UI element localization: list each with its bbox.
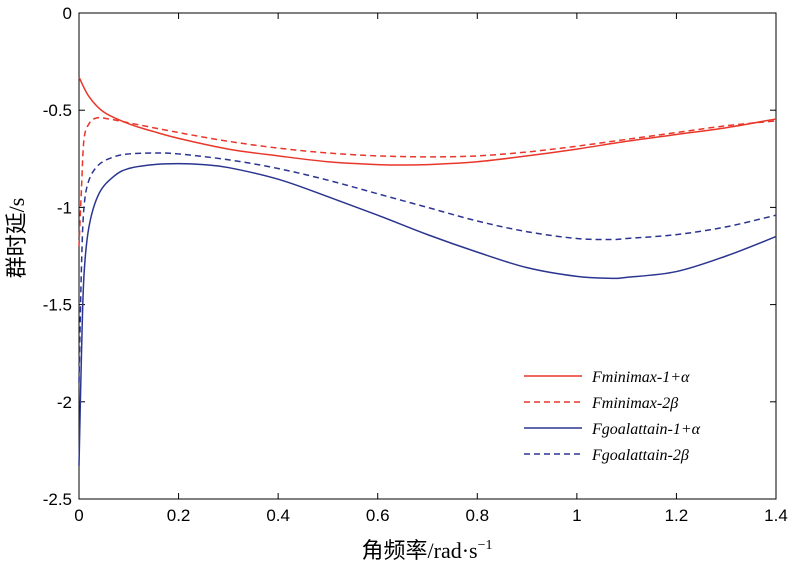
y-axis: 0 -0.5 -1 -1.5 -2 -2.5 xyxy=(43,4,776,509)
series-line-4 xyxy=(78,152,777,383)
series-line-1 xyxy=(78,76,777,166)
x-tick-label: 1 xyxy=(572,506,581,525)
x-tick-label: 0.8 xyxy=(465,506,489,525)
x-tick-label: 1.4 xyxy=(764,506,788,525)
series-line-2 xyxy=(78,116,777,247)
legend-label-2: Fminimax-2β xyxy=(591,395,678,412)
legend: Fminimax-1+α Fminimax-2β Fgoalattain-1+α Fg… xyxy=(524,369,701,464)
legend-label-3: Fgoalattain-1+α xyxy=(591,421,701,438)
y-tick-label: -1 xyxy=(57,198,72,217)
y-tick-label: 0 xyxy=(63,4,72,23)
legend-label-1: Fminimax-1+α xyxy=(591,369,690,386)
y-tick-label: -1.5 xyxy=(43,296,72,315)
series-line-3 xyxy=(78,162,777,466)
legend-label-4: Fgoalattain-2β xyxy=(591,447,689,464)
series-layer xyxy=(78,76,777,466)
x-axis-title-exponent: −1 xyxy=(478,538,493,553)
y-tick-label: -0.5 xyxy=(43,101,72,120)
x-tick-label: 0.4 xyxy=(266,506,290,525)
x-tick-label: 0 xyxy=(74,506,83,525)
y-tick-label: -2 xyxy=(57,393,72,412)
x-tick-label: 0.6 xyxy=(366,506,390,525)
x-tick-label: 1.2 xyxy=(665,506,689,525)
y-tick-label: -2.5 xyxy=(43,490,72,509)
x-axis: 0 0.2 0.4 0.6 0.8 1 1.2 1.4 xyxy=(74,13,788,525)
plot-area xyxy=(78,12,777,500)
x-tick-label: 0.2 xyxy=(167,506,191,525)
y-axis-title: 群时延/s xyxy=(4,198,29,279)
x-axis-title: 角频率/rad·s−1 xyxy=(362,538,493,563)
x-axis-title-text: 角频率/rad·s xyxy=(362,538,478,563)
